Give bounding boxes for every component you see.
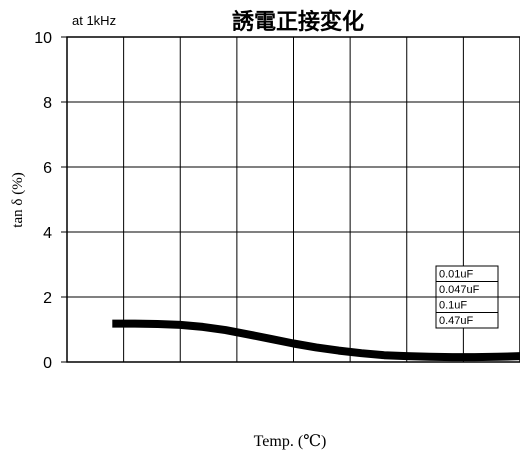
legend-item: 0.01uF — [439, 269, 474, 281]
legend-item: 0.47uF — [439, 315, 474, 327]
series-line-0 — [112, 319, 520, 362]
legend-item: 0.1uF — [439, 300, 467, 312]
x-axis-label: Temp. (℃) — [254, 433, 327, 450]
series — [112, 319, 520, 362]
y-tick-label: 2 — [43, 290, 52, 307]
condition-note: at 1kHz — [72, 13, 116, 28]
y-tick-label: 10 — [34, 30, 52, 47]
y-axis-label: tan δ (%) — [10, 172, 26, 227]
y-tick-label: 0 — [43, 355, 52, 372]
legend-item: 0.047uF — [439, 284, 480, 296]
y-tick-label: 4 — [43, 225, 52, 242]
y-tick-label: 8 — [43, 95, 52, 112]
plot-frame — [66, 36, 520, 363]
legend-item-box — [435, 312, 499, 329]
grid — [67, 37, 520, 362]
y-tick-label: 6 — [43, 160, 52, 177]
legend: 0.01uF 0.047uF 0.1uF 0.47uF — [435, 265, 499, 329]
y-tick-labels: 0 2 4 6 8 10 — [34, 30, 67, 372]
chart-title: 誘電正接変化 — [232, 9, 364, 35]
